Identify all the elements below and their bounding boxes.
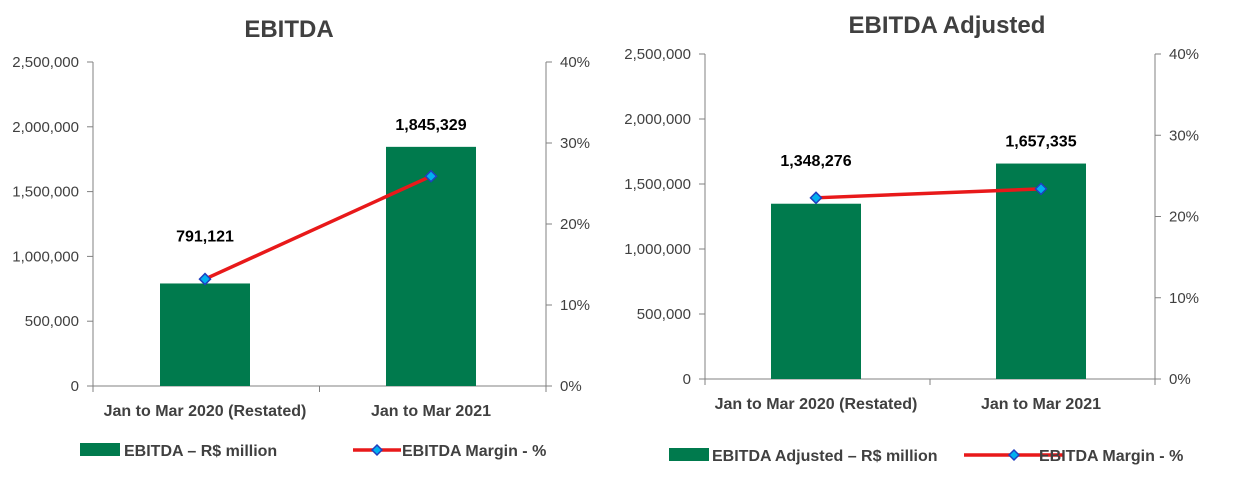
y-tick-label: 0	[683, 371, 691, 388]
y2-tick-label: 10%	[560, 297, 590, 314]
y-tick-label: 500,000	[25, 313, 79, 330]
x-tick-label: Jan to Mar 2020 (Restated)	[715, 396, 918, 413]
y2-tick-label: 10%	[1169, 290, 1199, 307]
y2-tick-label: 40%	[1169, 46, 1199, 63]
legend-line-label: EBITDA Margin - %	[1039, 448, 1183, 465]
data-label: 1,657,335	[1005, 134, 1076, 151]
y-tick-label: 1,500,000	[624, 176, 691, 193]
margin-line	[204, 174, 432, 281]
data-label: 1,348,276	[780, 153, 851, 170]
legend-bar-swatch	[80, 443, 120, 456]
ebitda-chart-svg: EBITDA 0 500,000 1,000,000 1,500,000 2,000,00…	[12, 16, 590, 460]
y-tick-label: 1,500,000	[12, 184, 79, 201]
x-tick-label: Jan to Mar 2021	[981, 396, 1101, 413]
y-tick-label: 2,000,000	[12, 119, 79, 136]
margin-point	[809, 191, 823, 205]
y2-tick-label: 30%	[1169, 127, 1199, 144]
chart-title: EBITDA	[244, 16, 333, 43]
margin-line	[815, 187, 1042, 200]
x-tick-label: Jan to Mar 2020 (Restated)	[104, 403, 307, 420]
y-tick-label: 2,500,000	[624, 46, 691, 63]
y2-tick-label: 0%	[560, 378, 582, 395]
legend-bar-swatch	[669, 448, 709, 461]
x-tick-label: Jan to Mar 2021	[371, 403, 491, 420]
bar	[771, 203, 861, 379]
data-label: 1,845,329	[395, 117, 466, 134]
legend-bar-label: EBITDA – R$ million	[124, 443, 277, 460]
bar	[996, 163, 1086, 379]
y-tick-label: 2,500,000	[12, 54, 79, 71]
legend-line-label: EBITDA Margin - %	[402, 443, 546, 460]
y2-tick-label: 20%	[1169, 209, 1199, 226]
chart-title: EBITDA Adjusted	[849, 12, 1046, 39]
y-tick-label: 2,000,000	[624, 111, 691, 128]
margin-point	[198, 272, 212, 286]
bar	[160, 283, 250, 386]
data-label: 791,121	[176, 228, 234, 245]
legend-line-marker	[1007, 448, 1021, 462]
legend-line-marker	[370, 443, 384, 457]
ebitda-adjusted-chart: EBITDA Adjusted 0 500,000 1,000,000 1,500,00…	[612, 0, 1237, 473]
bar	[386, 146, 476, 386]
y-tick-label: 0	[71, 378, 79, 395]
y-tick-label: 1,000,000	[624, 241, 691, 258]
ebitda-adjusted-chart-svg: EBITDA Adjusted 0 500,000 1,000,000 1,500,00…	[624, 12, 1199, 465]
y2-tick-label: 40%	[560, 54, 590, 71]
legend-bar-label: EBITDA Adjusted – R$ million	[712, 448, 938, 465]
y2-tick-label: 30%	[560, 135, 590, 152]
y2-tick-label: 0%	[1169, 371, 1191, 388]
y-tick-label: 500,000	[637, 306, 691, 323]
y2-tick-label: 20%	[560, 216, 590, 233]
y-tick-label: 1,000,000	[12, 248, 79, 265]
margin-point	[424, 169, 438, 183]
margin-point	[1034, 182, 1048, 196]
ebitda-chart: EBITDA 0 500,000 1,000,000 1,500,000 2,000,00…	[0, 0, 612, 473]
